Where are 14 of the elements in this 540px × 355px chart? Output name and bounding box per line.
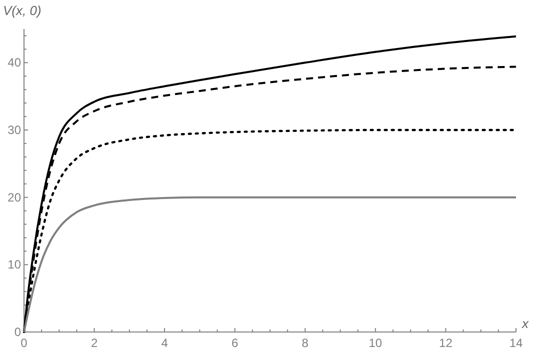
- x-tick-label: 12: [439, 336, 453, 350]
- y-tick-label: 30: [8, 123, 22, 137]
- x-tick-label: 10: [368, 336, 382, 350]
- x-tick-label: 8: [302, 336, 309, 350]
- y-tick-label: 40: [8, 56, 22, 70]
- x-tick-label: 14: [509, 336, 523, 350]
- x-tick-label: 6: [232, 336, 239, 350]
- x-axis-title: x: [521, 316, 529, 331]
- x-tick-label: 4: [161, 336, 168, 350]
- y-axis-title: V(x, 0): [3, 3, 42, 18]
- x-tick-label: 2: [90, 336, 98, 350]
- y-tick-label: 20: [8, 190, 22, 204]
- y-tick-label: 10: [8, 258, 22, 272]
- y-tick-label: 0: [14, 325, 22, 339]
